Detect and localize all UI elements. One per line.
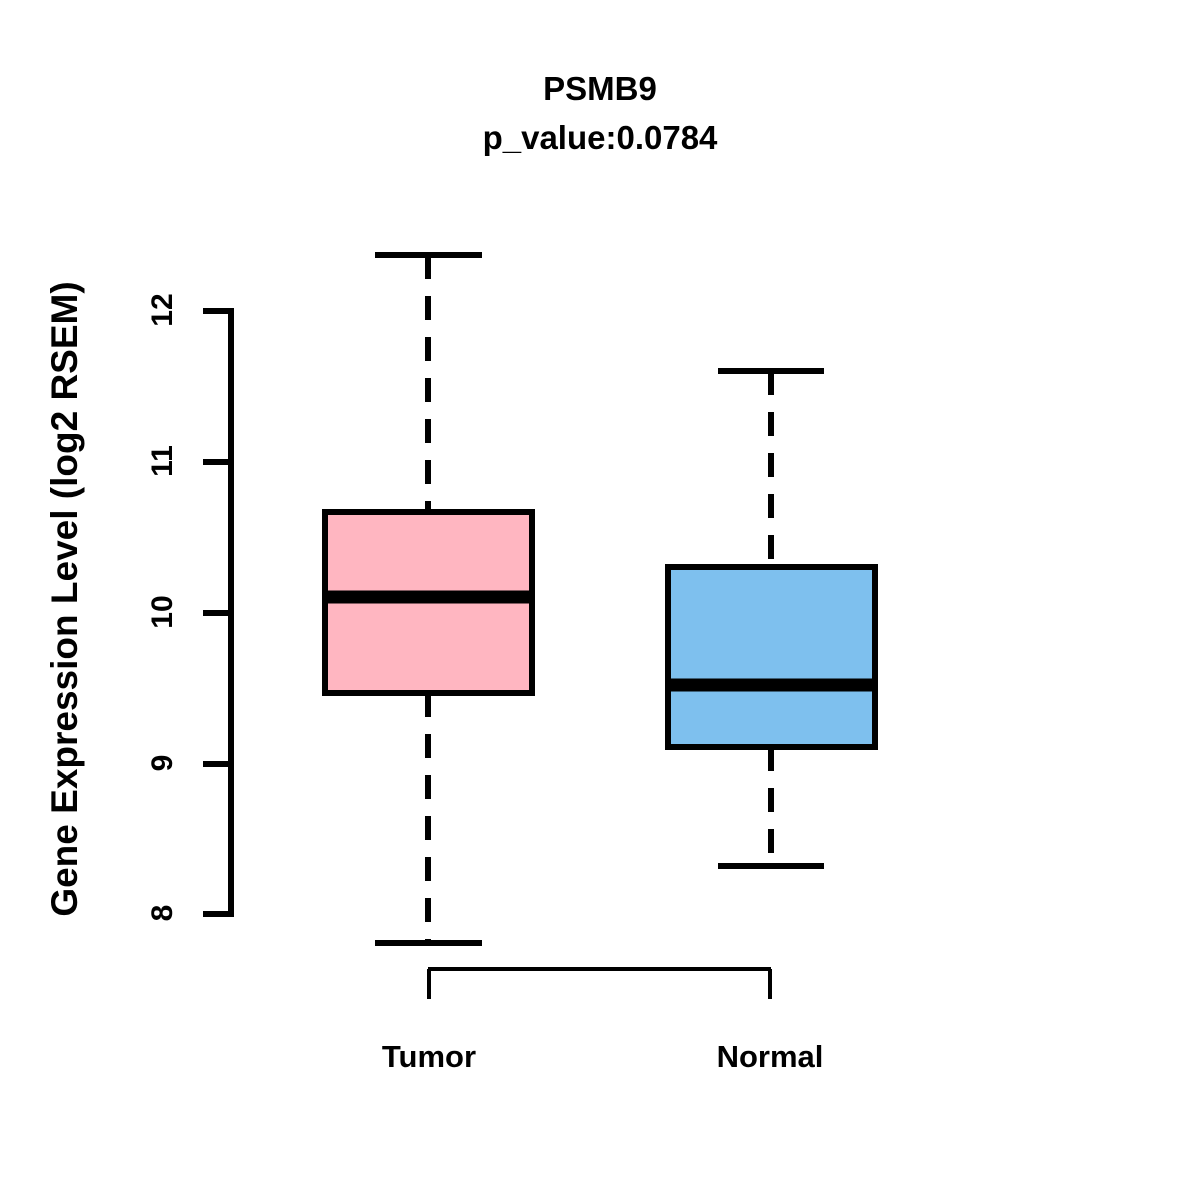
boxplot-tumor — [322, 252, 535, 946]
y-tick-label-12: 12 — [146, 293, 179, 327]
x-axis — [427, 967, 772, 999]
chart-subtitle-pvalue: p_value:0.0784 — [482, 119, 718, 156]
normal-box — [665, 564, 878, 750]
y-axis — [203, 308, 234, 917]
x-tick-label-normal: Normal — [716, 1039, 824, 1074]
boxplot-normal — [665, 368, 878, 869]
y-tick-label-8: 8 — [146, 904, 179, 922]
x-tick-label-tumor: Tumor — [381, 1039, 477, 1074]
y-tick-label-11: 11 — [146, 445, 179, 477]
chart-title: PSMB9 — [543, 70, 657, 107]
y-tick-label-10: 10 — [146, 595, 179, 629]
y-tick-label-9: 9 — [146, 754, 179, 772]
